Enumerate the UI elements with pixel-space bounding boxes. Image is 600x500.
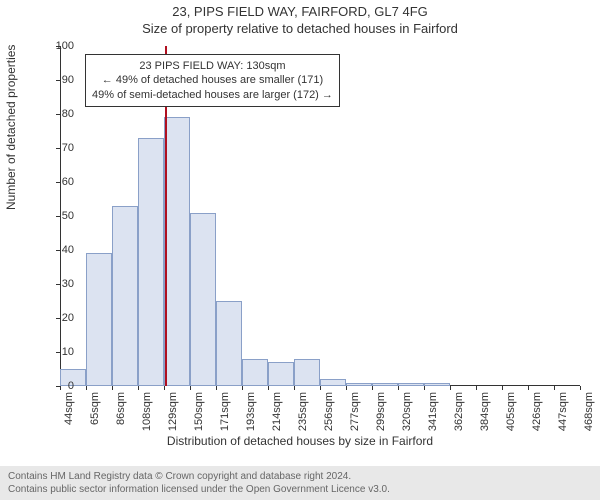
x-tick-mark bbox=[424, 386, 425, 390]
x-tick-mark bbox=[346, 386, 347, 390]
x-tick-label: 277sqm bbox=[349, 392, 361, 431]
y-tick-mark bbox=[56, 250, 60, 251]
bar bbox=[424, 383, 450, 386]
x-tick-label: 108sqm bbox=[141, 392, 153, 431]
y-tick-label: 50 bbox=[62, 210, 74, 222]
bar bbox=[294, 359, 320, 386]
y-tick-mark bbox=[56, 352, 60, 353]
x-tick-mark bbox=[476, 386, 477, 390]
x-tick-label: 86sqm bbox=[115, 392, 127, 425]
y-tick-label: 40 bbox=[62, 244, 74, 256]
y-tick-label: 90 bbox=[62, 74, 74, 86]
x-tick-mark bbox=[450, 386, 451, 390]
x-tick-mark bbox=[112, 386, 113, 390]
footer-line-1: Contains HM Land Registry data © Crown c… bbox=[8, 470, 592, 483]
x-tick-label: 235sqm bbox=[297, 392, 309, 431]
x-tick-mark bbox=[190, 386, 191, 390]
bar bbox=[346, 383, 372, 386]
y-tick-label: 80 bbox=[62, 108, 74, 120]
plot-area: 23 PIPS FIELD WAY: 130sqm ← 49% of detac… bbox=[60, 46, 580, 386]
y-tick-mark bbox=[56, 148, 60, 149]
y-tick-label: 0 bbox=[68, 380, 74, 392]
y-tick-label: 70 bbox=[62, 142, 74, 154]
x-tick-mark bbox=[268, 386, 269, 390]
y-tick-label: 10 bbox=[62, 346, 74, 358]
x-tick-mark bbox=[164, 386, 165, 390]
x-tick-mark bbox=[242, 386, 243, 390]
x-tick-mark bbox=[216, 386, 217, 390]
x-tick-label: 299sqm bbox=[375, 392, 387, 431]
x-tick-mark bbox=[60, 386, 61, 390]
attribution-footer: Contains HM Land Registry data © Crown c… bbox=[0, 466, 600, 500]
bar bbox=[112, 206, 138, 386]
x-tick-label: 193sqm bbox=[245, 392, 257, 431]
bar bbox=[164, 117, 190, 386]
bar bbox=[242, 359, 268, 386]
title-subtitle: Size of property relative to detached ho… bbox=[0, 19, 600, 40]
x-tick-mark bbox=[294, 386, 295, 390]
callout-box: 23 PIPS FIELD WAY: 130sqm ← 49% of detac… bbox=[85, 54, 340, 107]
bar bbox=[216, 301, 242, 386]
x-axis-label: Distribution of detached houses by size … bbox=[0, 434, 600, 448]
x-tick-mark bbox=[138, 386, 139, 390]
bar bbox=[398, 383, 424, 386]
x-tick-label: 405sqm bbox=[505, 392, 517, 431]
x-tick-label: 468sqm bbox=[583, 392, 595, 431]
y-tick-label: 20 bbox=[62, 312, 74, 324]
y-axis-label: Number of detached properties bbox=[4, 45, 18, 210]
x-tick-label: 341sqm bbox=[427, 392, 439, 431]
callout-line-1: 23 PIPS FIELD WAY: 130sqm bbox=[92, 59, 333, 73]
x-tick-label: 362sqm bbox=[453, 392, 465, 431]
x-tick-mark bbox=[86, 386, 87, 390]
bar bbox=[268, 362, 294, 386]
x-tick-label: 214sqm bbox=[271, 392, 283, 431]
callout-line-3: 49% of semi-detached houses are larger (… bbox=[92, 88, 333, 102]
bar bbox=[320, 379, 346, 386]
x-tick-mark bbox=[554, 386, 555, 390]
footer-line-2: Contains public sector information licen… bbox=[8, 483, 592, 496]
x-tick-mark bbox=[502, 386, 503, 390]
y-tick-mark bbox=[56, 46, 60, 47]
x-tick-mark bbox=[398, 386, 399, 390]
title-address: 23, PIPS FIELD WAY, FAIRFORD, GL7 4FG bbox=[0, 0, 600, 19]
y-tick-mark bbox=[56, 80, 60, 81]
x-tick-label: 129sqm bbox=[167, 392, 179, 431]
bar bbox=[190, 213, 216, 386]
y-tick-mark bbox=[56, 216, 60, 217]
x-tick-label: 256sqm bbox=[323, 392, 335, 431]
y-tick-label: 60 bbox=[62, 176, 74, 188]
x-tick-label: 150sqm bbox=[193, 392, 205, 431]
x-tick-label: 44sqm bbox=[63, 392, 75, 425]
x-tick-label: 447sqm bbox=[557, 392, 569, 431]
y-tick-mark bbox=[56, 182, 60, 183]
bar bbox=[372, 383, 398, 386]
bar bbox=[138, 138, 164, 386]
y-tick-mark bbox=[56, 284, 60, 285]
x-tick-label: 320sqm bbox=[401, 392, 413, 431]
x-tick-label: 426sqm bbox=[531, 392, 543, 431]
x-tick-label: 65sqm bbox=[89, 392, 101, 425]
chart-container: 23, PIPS FIELD WAY, FAIRFORD, GL7 4FG Si… bbox=[0, 0, 600, 500]
x-tick-mark bbox=[528, 386, 529, 390]
callout-line-2: ← 49% of detached houses are smaller (17… bbox=[92, 73, 333, 87]
x-tick-label: 384sqm bbox=[479, 392, 491, 431]
y-tick-mark bbox=[56, 114, 60, 115]
x-tick-mark bbox=[320, 386, 321, 390]
x-tick-mark bbox=[372, 386, 373, 390]
y-tick-label: 30 bbox=[62, 278, 74, 290]
x-tick-label: 171sqm bbox=[219, 392, 231, 431]
y-tick-mark bbox=[56, 318, 60, 319]
x-tick-mark bbox=[580, 386, 581, 390]
bar bbox=[86, 253, 112, 386]
